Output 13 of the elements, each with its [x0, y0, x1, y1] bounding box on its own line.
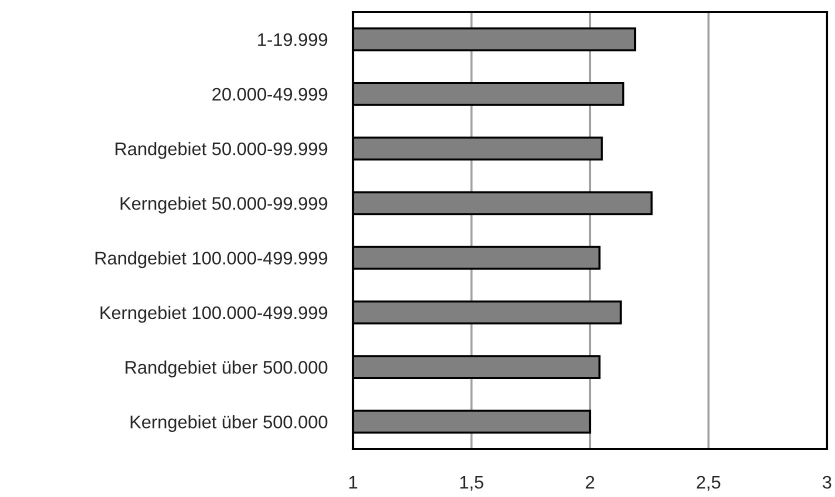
x-tick-label: 1,5 [460, 476, 484, 491]
y-tick-label: Randgebiet 50.000-99.999 [116, 142, 328, 159]
y-tick-label: 20.000-49.999 [212, 88, 328, 101]
y-tick-label: 1-19.999 [258, 33, 328, 46]
y-tick-label: Randgebiet über 500.000 [126, 360, 328, 378]
x-tick-label: 2 [586, 476, 594, 488]
y-tick-label: Kerngebiet 50.000-99.999 [120, 196, 328, 214]
y-tick-label: Randgebiet 100.000-499.999 [96, 251, 328, 268]
x-tick-label: 2,5 [696, 476, 720, 491]
y-tick-label: Kerngebiet 100.000-499.999 [100, 306, 328, 323]
x-tick-label: 1 [349, 476, 358, 488]
y-tick-label: Kerngebiet über 500.000 [130, 415, 328, 432]
x-tick-label: 3 [822, 476, 832, 489]
